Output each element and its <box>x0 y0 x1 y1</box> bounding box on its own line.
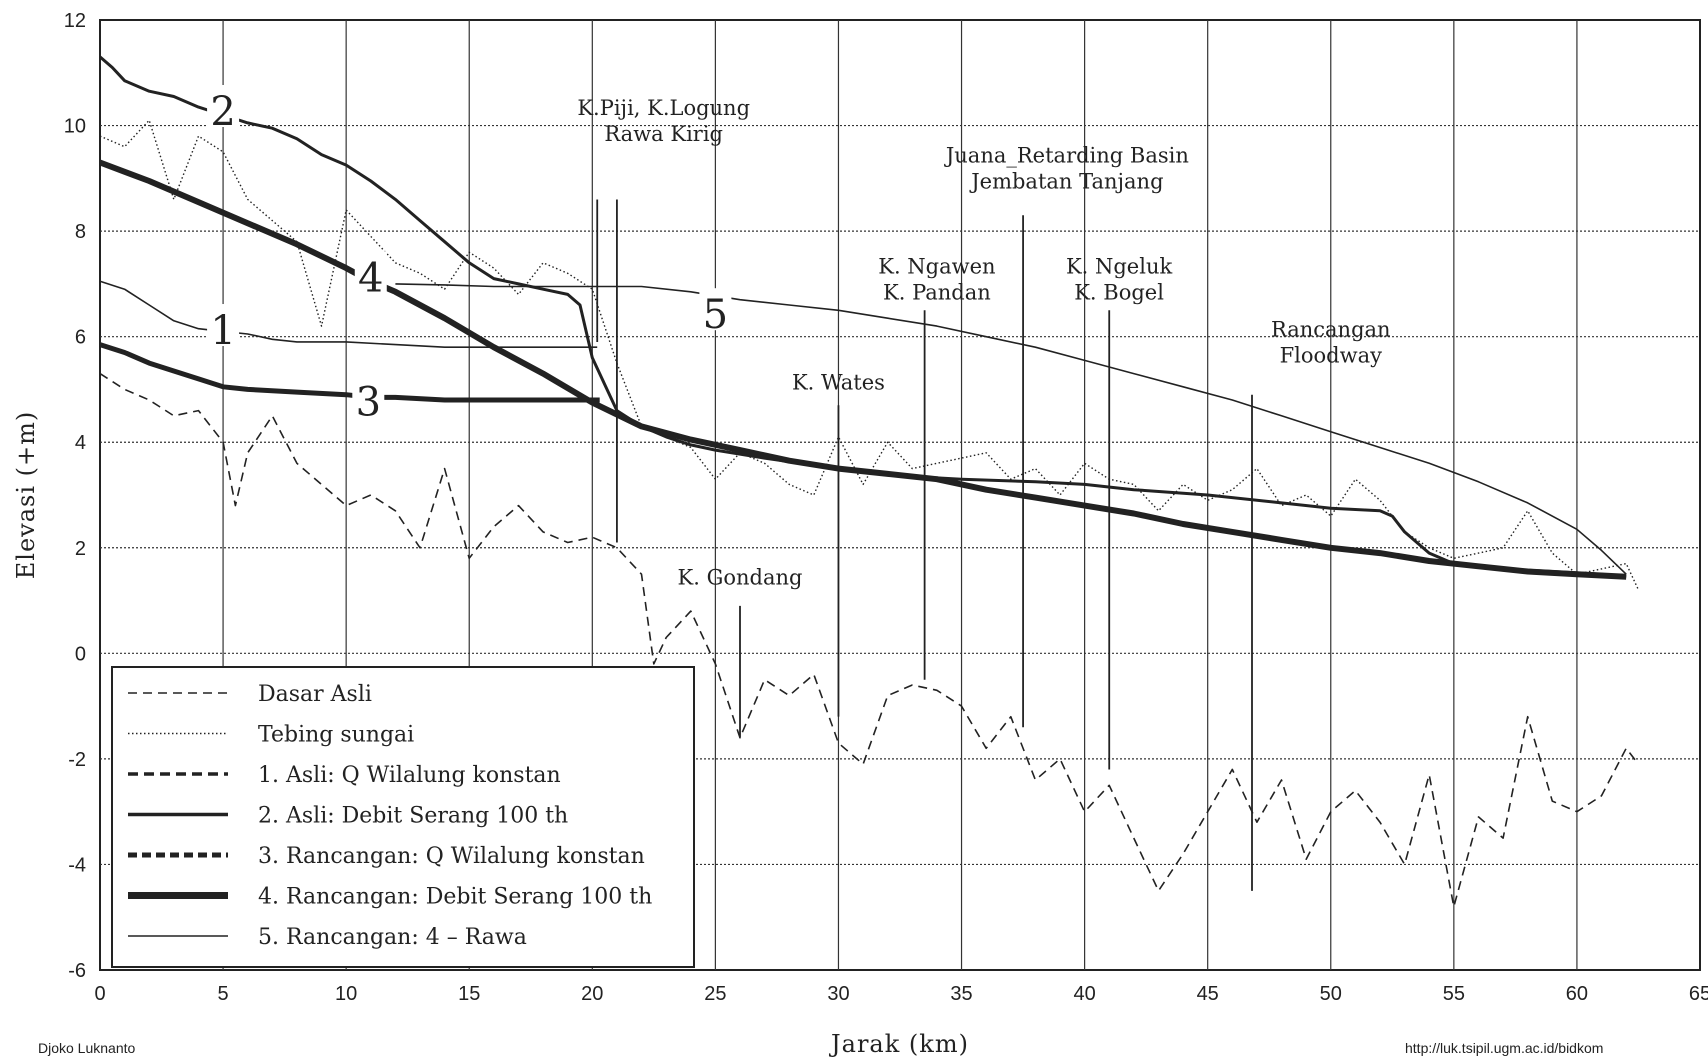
y-tick-label: -6 <box>68 960 86 982</box>
legend-item-label: 1. Asli: Q Wilalung konstan <box>258 763 561 788</box>
y-tick-label: 4 <box>75 432 86 454</box>
series-line-1 <box>99 372 1640 908</box>
x-tick-label: 55 <box>1443 983 1465 1005</box>
curve-label-5: 5 <box>703 292 728 338</box>
series-line-7 <box>395 283 1627 575</box>
annotation-label: K. Ngawen <box>878 254 995 278</box>
y-axis-title: Elevasi (+m) <box>12 411 40 579</box>
curve-label-background <box>354 251 387 294</box>
x-tick-label: 65 <box>1689 983 1708 1005</box>
annotation-label: K. Wates <box>792 370 885 394</box>
legend-item-label: 5. Rancangan: 4 – Rawa <box>258 925 527 950</box>
x-tick-label: 0 <box>94 983 105 1005</box>
x-tick-label: 45 <box>1197 983 1219 1005</box>
annotation-label: K. Bogel <box>1074 280 1164 304</box>
legend-item-label: 3. Rancangan: Q Wilalung konstan <box>258 844 645 869</box>
series-line-2 <box>99 119 1640 591</box>
annotation-label: K. Gondang <box>678 566 803 590</box>
curve-label-1: 1 <box>210 308 235 354</box>
curve-label-4: 4 <box>358 255 383 301</box>
legend: Dasar Asli Tebing sungai 1. Asli: Q Wilalu… <box>111 666 695 968</box>
legend-item-label: 4. Rancangan: Debit Serang 100 th <box>258 885 652 910</box>
y-tick-label: 2 <box>75 538 86 560</box>
curve-label-background <box>207 85 240 127</box>
footer-author: Djoko Luknanto <box>38 1040 136 1056</box>
x-tick-label: 50 <box>1320 983 1342 1005</box>
y-tick-label: 12 <box>64 10 86 32</box>
curve-label-3: 3 <box>356 379 381 425</box>
curve-label-background <box>352 375 385 418</box>
legend-item-label: 2. Asli: Debit Serang 100 th <box>258 804 568 829</box>
legend-box <box>111 666 695 968</box>
footer-url: http://luk.tsipil.ugm.ac.id/bidkom <box>1405 1040 1604 1056</box>
x-tick-label: 35 <box>950 983 972 1005</box>
series-line-3 <box>99 280 598 348</box>
legend-item-label: Tebing sungai <box>258 723 414 748</box>
legend-item-label: Dasar Asli <box>258 682 372 707</box>
axis-ticks: 0 5 10 15 20 25 30 35 40 45 50 55 60 65121086420-2-4-… <box>64 10 1708 1005</box>
y-tick-label: -2 <box>68 749 86 771</box>
annotation-label: Jembatan Tanjang <box>969 170 1163 194</box>
y-tick-label: 10 <box>64 116 86 138</box>
annotation-label: Rancangan <box>1271 318 1391 342</box>
x-tick-label: 15 <box>458 983 480 1005</box>
y-tick-label: -4 <box>68 854 86 876</box>
curve-label-background <box>699 288 732 331</box>
x-tick-label: 25 <box>704 983 726 1005</box>
x-tick-label: 10 <box>335 983 357 1005</box>
x-tick-label: 5 <box>218 983 229 1005</box>
curve-labels: 1 2 3 4 5 <box>207 85 732 425</box>
x-axis-title: Jarak (km) <box>828 1030 969 1058</box>
y-tick-label: 6 <box>75 327 86 349</box>
annotation-label: Rawa Kirig <box>604 122 723 146</box>
annotation-label: K. Ngeluk <box>1066 254 1173 278</box>
series-line-4 <box>99 55 1627 579</box>
annotation-label: K. Pandan <box>883 280 991 304</box>
x-tick-label: 60 <box>1566 983 1588 1005</box>
curve-label-background <box>207 304 240 347</box>
y-tick-label: 0 <box>75 643 86 665</box>
x-tick-label: 20 <box>581 983 603 1005</box>
x-tick-label: 30 <box>827 983 849 1005</box>
annotation-label: K.Piji, K.Logung <box>577 96 750 120</box>
x-tick-label: 40 <box>1073 983 1095 1005</box>
annotation-label: Juana_Retarding Basin <box>944 144 1189 168</box>
plot-frame <box>99 19 1701 971</box>
annotation-label: Floodway <box>1280 344 1383 368</box>
y-tick-label: 8 <box>75 221 86 243</box>
series-line-5 <box>99 342 600 403</box>
curve-label-2: 2 <box>210 89 235 135</box>
